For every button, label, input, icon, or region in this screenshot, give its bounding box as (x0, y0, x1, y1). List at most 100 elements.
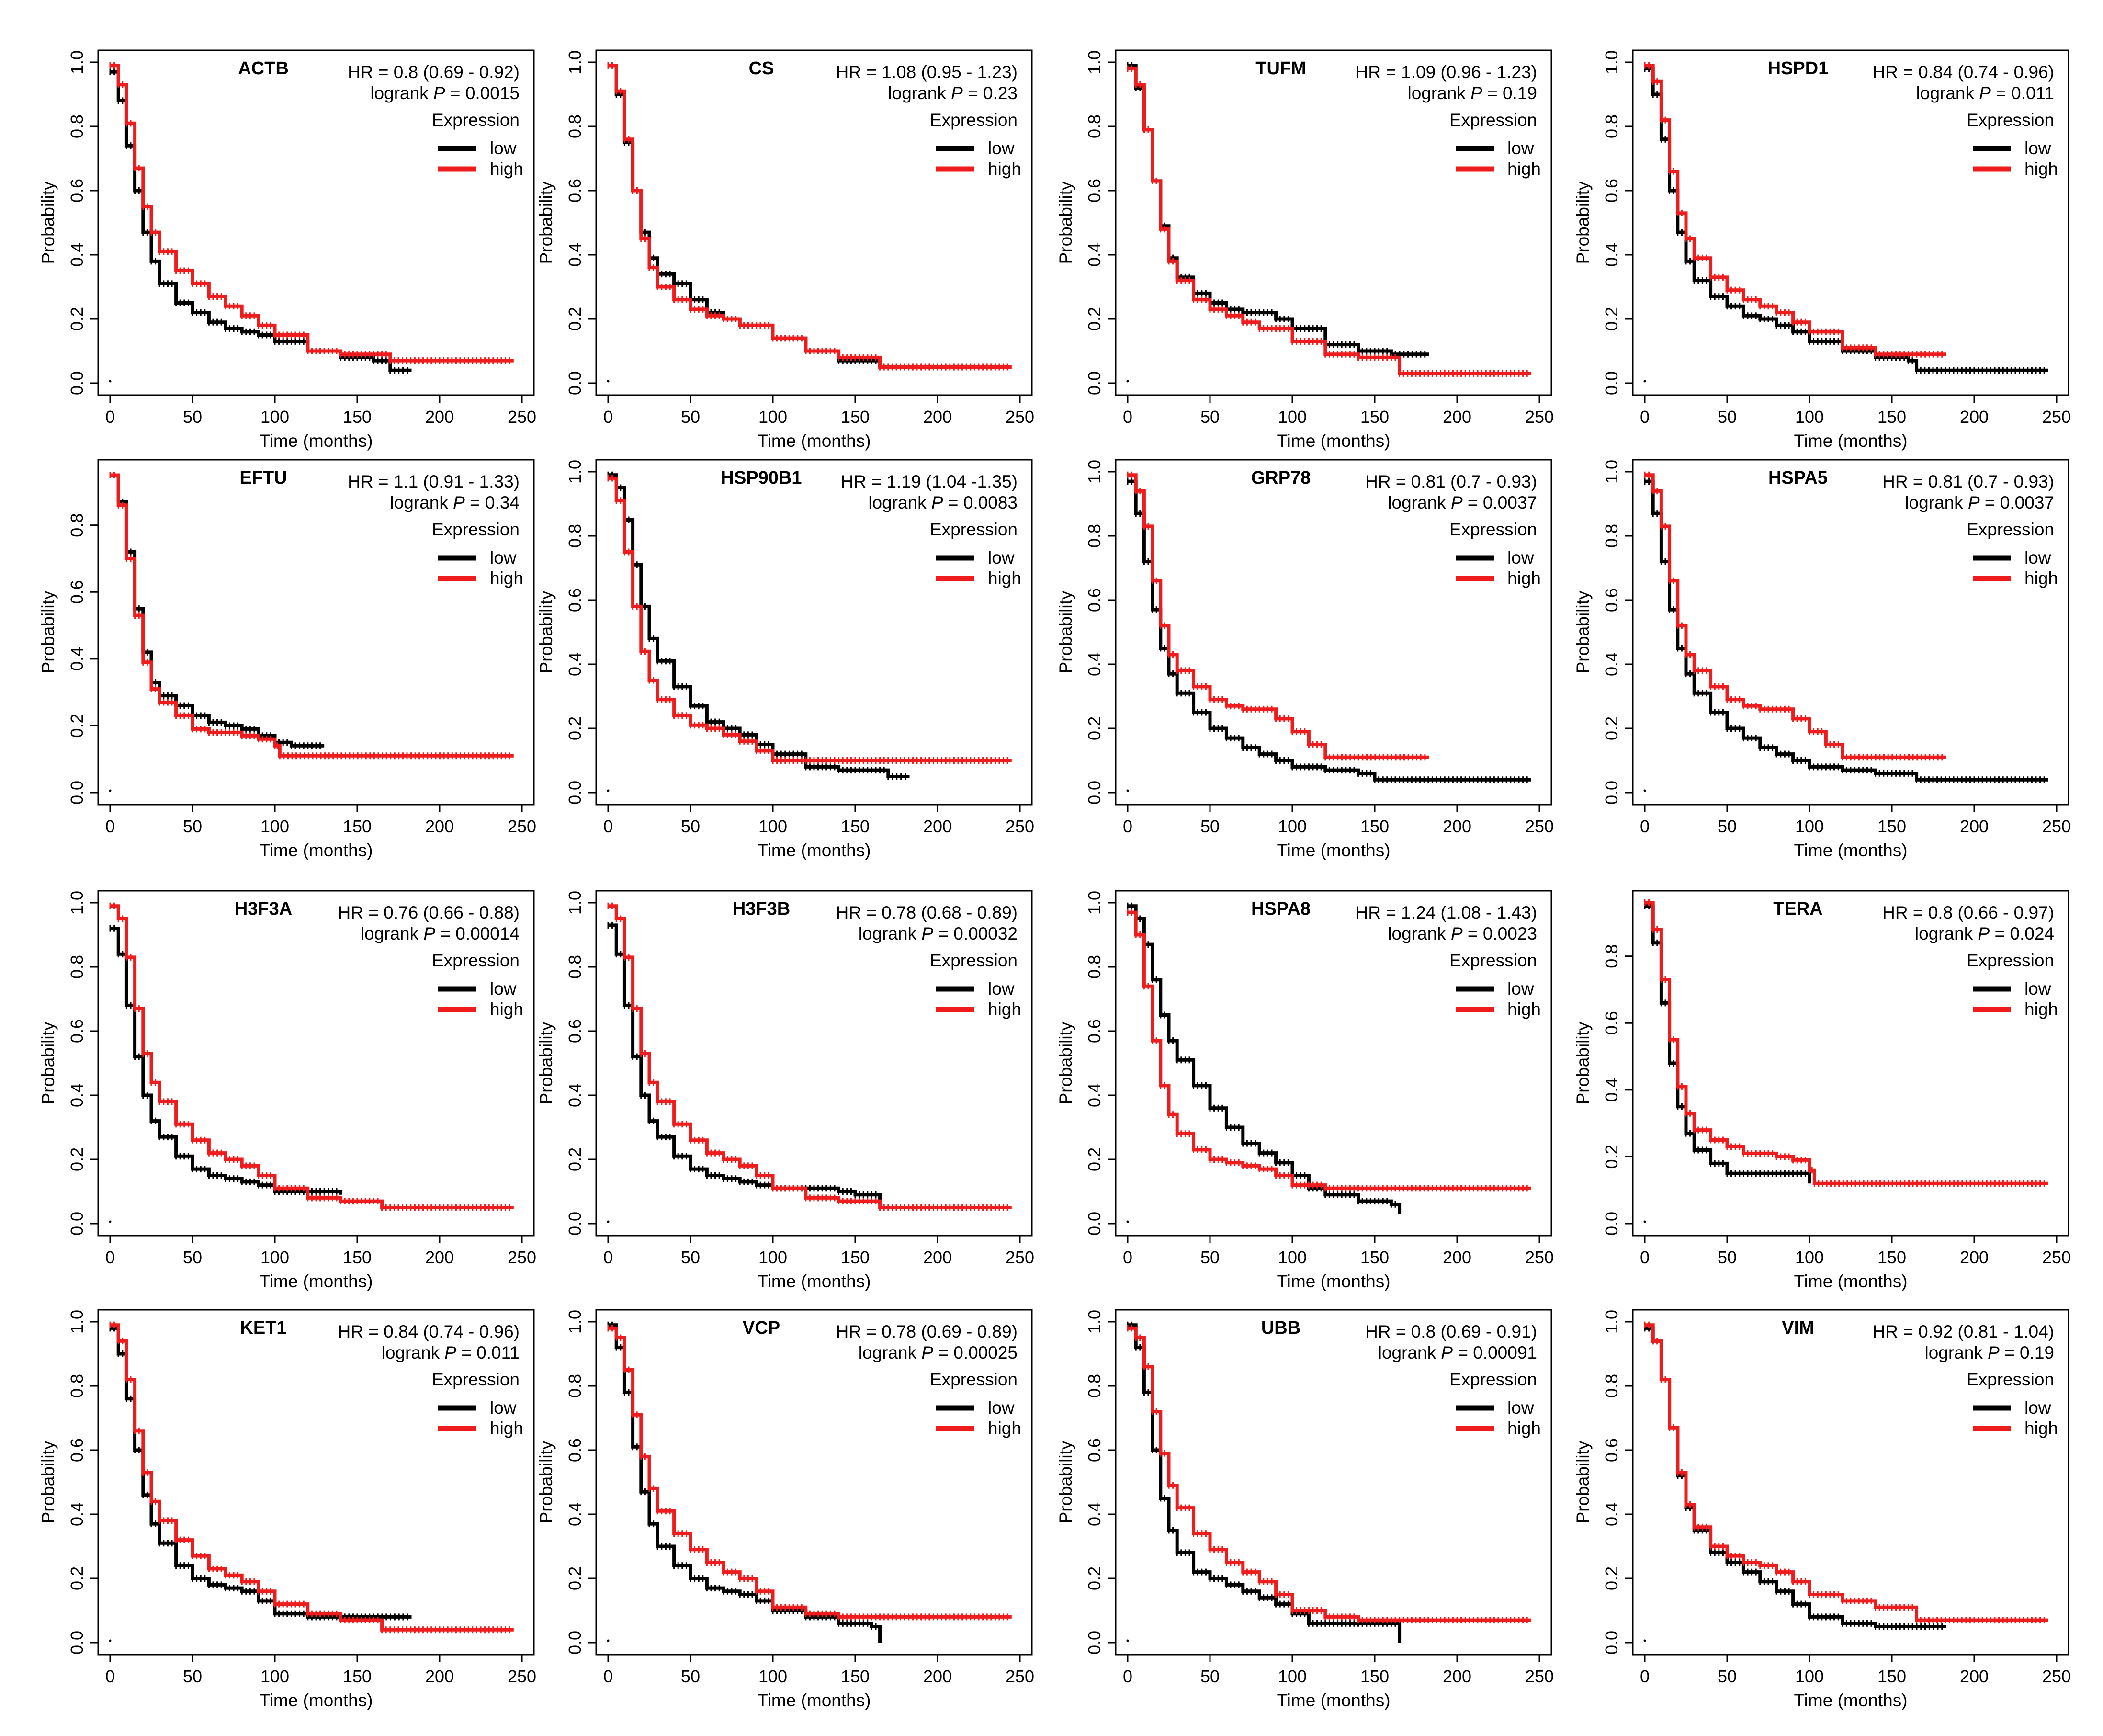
y-axis-label: Probability (38, 590, 58, 673)
x-tick-label: 250 (1525, 1667, 1554, 1686)
x-axis-label: Time (months) (1794, 840, 1907, 860)
y-tick-label: 0.8 (1085, 955, 1104, 979)
y-axis-label: Probability (536, 590, 556, 673)
y-axis-label: Probability (38, 1021, 58, 1104)
series-low (607, 1321, 882, 1643)
x-tick-label: 150 (841, 1667, 870, 1686)
x-tick-label: 100 (1795, 1248, 1824, 1267)
y-tick-label: 0.8 (1085, 1374, 1104, 1398)
x-tick-label: 150 (1877, 407, 1906, 427)
x-tick-label: 100 (1795, 1667, 1824, 1686)
hazard-ratio: HR = 1.09 (0.96 - 1.23) (1356, 62, 1537, 82)
legend-label-low: low (490, 548, 517, 567)
y-tick-label: 0.8 (565, 524, 585, 548)
x-tick-label: 250 (1525, 817, 1554, 836)
y-tick-label: 0.2 (1085, 1147, 1104, 1171)
logrank-p: logrank P = 0.00025 (859, 1343, 1018, 1362)
series-high (1127, 471, 1429, 761)
legend-label-high: high (988, 999, 1021, 1019)
y-tick-label: 0.8 (565, 114, 585, 138)
legend-title: Expression (432, 520, 520, 539)
x-tick-label: 250 (1006, 1248, 1034, 1267)
gene-title: GRP78 (1251, 468, 1311, 488)
y-tick-label: 0.2 (565, 1566, 585, 1590)
logrank-p: logrank P = 0.00014 (361, 924, 520, 943)
y-axis-label: Probability (536, 1441, 556, 1523)
legend-label-high: high (490, 999, 523, 1019)
plot-frame (1632, 49, 2069, 396)
y-tick-label: 0.2 (1602, 307, 1621, 331)
gene-title: HSPD1 (1768, 58, 1829, 79)
gene-title: HSP90B1 (721, 468, 802, 488)
plot-frame (1115, 459, 1552, 806)
y-tick-label: 0.4 (1085, 1083, 1104, 1107)
y-tick-label: 0.4 (565, 1083, 585, 1107)
x-tick-label: 150 (1360, 1667, 1389, 1686)
gene-title: UBB (1261, 1318, 1300, 1338)
origin-dot (607, 1220, 610, 1223)
x-tick-label: 150 (343, 407, 372, 427)
legend-label-low: low (1507, 138, 1534, 158)
x-tick-label: 50 (183, 1667, 202, 1686)
km-panel-vim: 0 50 100 150 200 250 0.0 0.2 0.4 0.6 0.8 1.0 Time (m… (1573, 1309, 2071, 1710)
origin-dot (607, 1639, 610, 1642)
x-tick-label: 150 (841, 1248, 870, 1267)
y-tick-label: 0.0 (565, 1212, 585, 1236)
km-curve-high (110, 1323, 514, 1632)
y-tick-label: 0.2 (67, 307, 87, 331)
x-tick-label: 200 (425, 407, 454, 427)
hazard-ratio: HR = 1.24 (1.08 - 1.43) (1356, 903, 1537, 922)
km-curve-low (608, 64, 882, 367)
km-curve-high (1645, 473, 1946, 759)
y-tick-label: 0.8 (1602, 114, 1621, 138)
x-tick-label: 50 (1718, 1248, 1737, 1267)
series-high (1644, 471, 1946, 761)
x-tick-label: 50 (183, 817, 202, 836)
y-tick-label: 1.0 (1085, 1310, 1104, 1334)
y-tick-label: 0.4 (565, 1502, 585, 1526)
x-axis-label: Time (months) (259, 840, 373, 860)
y-tick-label: 0.0 (1085, 371, 1104, 395)
x-tick-label: 150 (343, 1248, 372, 1267)
y-tick-label: 0.6 (1085, 588, 1104, 612)
x-tick-label: 0 (1640, 407, 1650, 427)
logrank-p: logrank P = 0.23 (888, 83, 1018, 103)
km-curve-high (1128, 67, 1531, 375)
km-curve-high (1645, 1323, 2048, 1622)
y-axis-label: Probability (1573, 1021, 1593, 1104)
km-curve-high (1128, 473, 1429, 759)
x-tick-label: 150 (1877, 1248, 1906, 1267)
km-panel-actb: 0 50 100 150 200 250 0.0 0.2 0.4 0.6 0.8 1.0 Time (m… (38, 49, 536, 451)
x-axis-label: Time (months) (757, 431, 871, 451)
origin-dot (109, 789, 112, 792)
x-tick-label: 250 (2042, 1667, 2071, 1686)
y-tick-label: 0.8 (1085, 114, 1104, 138)
logrank-p: logrank P = 0.19 (1407, 83, 1537, 103)
series-low (1127, 478, 1531, 783)
y-tick-label: 0.2 (565, 1147, 585, 1171)
x-tick-label: 150 (1877, 817, 1906, 836)
km-panel-hspa8: 0 50 100 150 200 250 0.0 0.2 0.4 0.6 0.8 1.0 Time (m… (1056, 890, 1554, 1291)
x-tick-label: 250 (1525, 407, 1554, 427)
y-tick-label: 0.0 (1085, 781, 1104, 805)
series-low (1644, 478, 2048, 783)
y-tick-label: 0.4 (1602, 243, 1621, 267)
legend-label-low: low (988, 1398, 1015, 1418)
legend-label-high: high (1507, 568, 1541, 588)
legend-label-low: low (490, 979, 517, 998)
x-tick-label: 250 (1006, 1667, 1034, 1686)
y-tick-label: 1.0 (67, 50, 87, 74)
x-tick-label: 50 (1200, 1248, 1220, 1267)
x-tick-label: 0 (105, 1248, 115, 1267)
y-tick-label: 0.2 (67, 1147, 87, 1171)
y-tick-label: 0.2 (1085, 716, 1104, 740)
y-tick-label: 1.0 (1602, 50, 1621, 74)
origin-dot (1126, 789, 1129, 792)
km-panel-tufm: 0 50 100 150 200 250 0.0 0.2 0.4 0.6 0.8 1.0 Time (m… (1056, 49, 1554, 451)
plot-frame (1632, 1309, 2069, 1656)
x-tick-label: 100 (1278, 1248, 1307, 1267)
legend-title: Expression (1449, 951, 1537, 970)
x-tick-label: 0 (1640, 817, 1650, 836)
series-low (109, 471, 325, 749)
